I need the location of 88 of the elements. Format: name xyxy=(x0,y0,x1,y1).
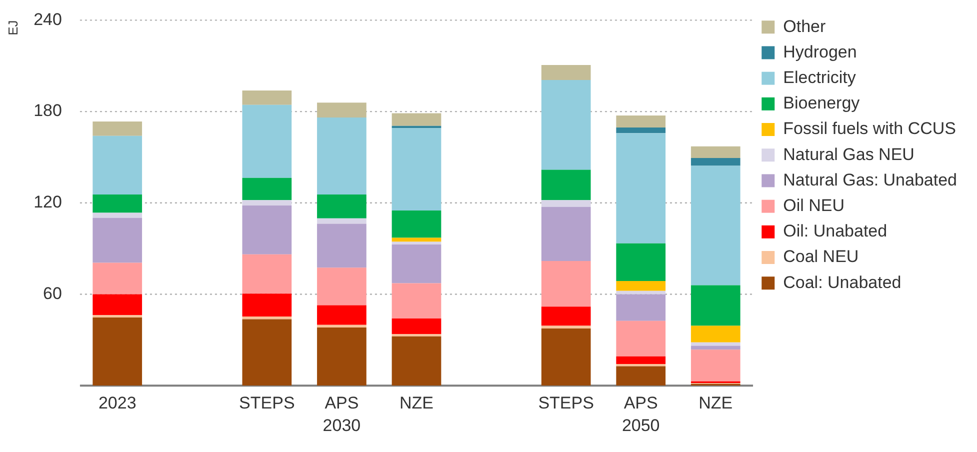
legend-label: Coal: Unabated xyxy=(783,272,902,292)
bar xyxy=(317,194,366,218)
bar xyxy=(690,146,740,158)
x-tick-label: NZE xyxy=(698,393,733,412)
bar xyxy=(317,305,366,325)
y-tick-label: 60 xyxy=(43,284,62,303)
bar xyxy=(616,364,666,366)
x-tick-label: APS xyxy=(624,393,658,412)
bar xyxy=(242,205,292,254)
legend-label: Electricity xyxy=(783,68,856,87)
bar xyxy=(392,242,442,244)
bar xyxy=(392,210,442,238)
bar xyxy=(690,350,740,382)
y-axis-title: EJ xyxy=(5,20,20,36)
bar xyxy=(242,90,292,105)
legend-label: Coal NEU xyxy=(783,247,859,266)
bar xyxy=(541,261,591,307)
bar xyxy=(242,294,292,316)
legend-label: Natural Gas NEU xyxy=(783,144,914,164)
bar xyxy=(541,200,591,207)
bar xyxy=(392,244,442,284)
bar xyxy=(616,243,666,282)
y-tick-label: 240 xyxy=(34,10,62,29)
bar xyxy=(616,366,666,386)
bar xyxy=(242,254,292,294)
bar xyxy=(92,194,142,213)
x-tick-label: NZE xyxy=(399,393,434,412)
bar xyxy=(92,318,142,386)
bar xyxy=(616,128,666,134)
bar xyxy=(92,294,142,316)
bar xyxy=(317,117,366,195)
bar xyxy=(616,116,666,128)
bar xyxy=(392,128,442,211)
bar xyxy=(242,316,292,320)
bar xyxy=(242,178,292,200)
legend-label: Bioenergy xyxy=(783,94,860,113)
bar xyxy=(392,113,442,126)
bar xyxy=(690,166,740,286)
legend-label: Oil: Unabated xyxy=(783,222,888,241)
bar xyxy=(690,285,740,326)
bar xyxy=(616,356,666,364)
bar xyxy=(392,318,442,334)
text: 2050 xyxy=(622,416,660,435)
bar xyxy=(392,283,442,318)
bar xyxy=(317,268,366,306)
bar xyxy=(92,315,142,318)
x-tick-label: 2023 xyxy=(98,393,136,412)
legend-label: Oil NEU xyxy=(783,196,845,215)
legend-label: Other xyxy=(783,16,826,36)
bar xyxy=(242,319,292,386)
bar xyxy=(317,327,366,386)
bar xyxy=(690,342,740,346)
legend-label: Natural Gas: Unabated xyxy=(783,170,958,190)
bar xyxy=(242,104,292,178)
bar xyxy=(690,346,740,350)
bar xyxy=(92,218,142,263)
bar xyxy=(317,324,366,328)
bar xyxy=(92,212,142,218)
bar xyxy=(242,200,292,206)
bar xyxy=(541,206,591,262)
bar xyxy=(92,262,142,294)
y-tick-label: 120 xyxy=(34,192,62,212)
bar xyxy=(541,328,591,386)
legend-label: Fossil fuels with CCUS xyxy=(783,119,956,138)
bar xyxy=(392,336,442,386)
bar xyxy=(616,294,666,321)
legend-label: Hydrogen xyxy=(783,42,857,62)
bar xyxy=(541,170,591,200)
bar xyxy=(317,218,366,224)
bar xyxy=(690,326,740,342)
bar xyxy=(92,121,142,136)
bar xyxy=(616,290,666,294)
bar xyxy=(616,281,666,291)
bar xyxy=(317,102,366,118)
bar xyxy=(541,306,591,326)
text: 2030 xyxy=(322,416,361,435)
bar xyxy=(92,136,142,195)
x-tick-label: APS xyxy=(324,393,359,412)
bar xyxy=(317,224,366,268)
bar xyxy=(541,80,591,170)
y-tick-label: 180 xyxy=(34,101,62,120)
bar xyxy=(541,326,591,329)
x-tick-label: STEPS xyxy=(538,393,594,412)
bar xyxy=(616,133,666,244)
bar xyxy=(616,320,666,356)
x-tick-label: STEPS xyxy=(239,393,295,412)
bar xyxy=(690,158,740,166)
bar xyxy=(541,64,591,80)
